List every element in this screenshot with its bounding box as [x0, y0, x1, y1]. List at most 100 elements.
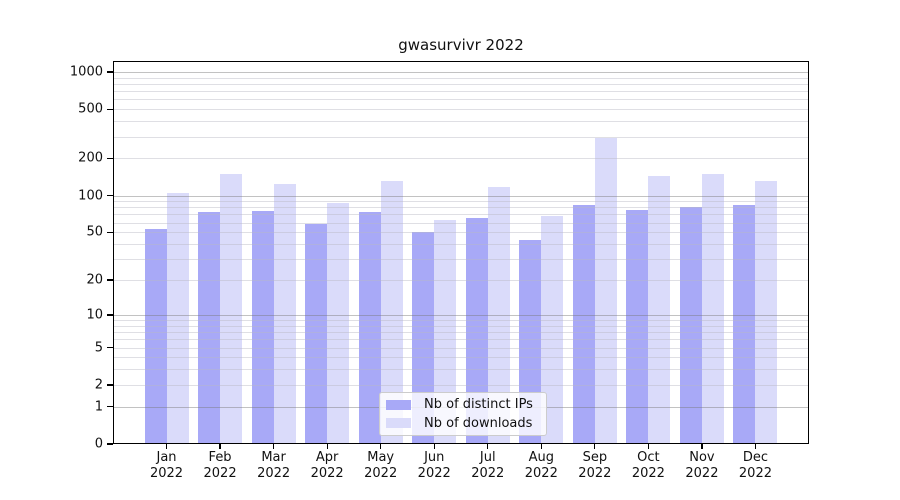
- gridline-major: [113, 72, 809, 73]
- gridline-minor: [113, 121, 809, 123]
- gridline-minor: [113, 109, 809, 111]
- bar-nb-of-downloads-nov: [701, 173, 724, 444]
- gridline-minor: [113, 91, 809, 93]
- gridline-minor: [113, 207, 809, 209]
- bar-nb-of-downloads-jun: [434, 220, 457, 444]
- bar-nb-of-distinct-ips-nov: [679, 207, 702, 444]
- bar-nb-of-downloads-may: [380, 181, 403, 444]
- gridline-major: [113, 314, 809, 316]
- bar-nb-of-distinct-ips-dec: [733, 204, 756, 444]
- gridline-minor: [113, 232, 809, 234]
- bar-nb-of-distinct-ips-jun: [412, 232, 435, 444]
- x-tick-label-aug: Aug 2022: [511, 450, 571, 482]
- chart-title: gwasurvivr 2022: [398, 36, 524, 54]
- y-tick-label: 1: [94, 399, 103, 415]
- x-tick-mark: [380, 444, 382, 449]
- x-tick-mark: [594, 444, 596, 449]
- x-tick-year: 2022: [471, 466, 505, 481]
- gridline-minor: [113, 325, 809, 327]
- legend-swatch-distinct-ips: [386, 399, 411, 410]
- y-tick-mark: [107, 71, 113, 73]
- x-tick-year: 2022: [310, 466, 344, 481]
- x-tick-month: Oct: [637, 450, 660, 465]
- gridline-minor: [113, 84, 809, 85]
- bar-nb-of-distinct-ips-sep: [572, 204, 595, 444]
- x-tick-mark: [165, 444, 168, 449]
- x-tick-mark: [701, 444, 703, 449]
- bar-nb-of-distinct-ips-oct: [626, 210, 649, 444]
- y-tick-mark: [107, 346, 113, 349]
- x-tick-month: Dec: [742, 450, 769, 465]
- bar-nb-of-distinct-ips-jul: [465, 217, 488, 444]
- bar-nb-of-downloads-aug: [541, 216, 564, 444]
- x-tick-label-dec: Dec 2022: [725, 450, 785, 482]
- y-tick-mark: [107, 443, 113, 445]
- x-tick-mark: [272, 444, 275, 449]
- gridline-minor: [113, 99, 809, 101]
- x-tick-year: 2022: [417, 466, 451, 481]
- gridline-minor: [113, 347, 809, 349]
- y-tick-mark: [107, 231, 113, 233]
- x-tick-mark: [219, 444, 221, 449]
- x-tick-mark: [647, 444, 650, 449]
- bar-nb-of-distinct-ips-jan: [144, 229, 167, 444]
- bar-nb-of-distinct-ips-may: [358, 211, 381, 444]
- x-tick-year: 2022: [685, 466, 719, 481]
- x-tick-label-may: May 2022: [351, 450, 411, 482]
- gridline-minor: [113, 357, 809, 359]
- x-tick-label-apr: Apr 2022: [297, 450, 357, 482]
- gridline-minor: [113, 259, 809, 261]
- gridline-minor: [113, 201, 809, 203]
- legend-label-downloads: Nb of downloads: [424, 415, 533, 431]
- legend-row-distinct-ips: Nb of distinct IPs: [386, 396, 538, 414]
- gridline-minor: [113, 320, 809, 322]
- gridline-minor: [113, 332, 809, 334]
- y-tick-mark: [107, 157, 113, 160]
- x-tick-label-sep: Sep 2022: [565, 450, 625, 482]
- gridline-minor: [113, 384, 809, 386]
- x-tick-month: Feb: [208, 450, 232, 465]
- x-tick-year: 2022: [257, 466, 291, 481]
- legend-label-distinct-ips: Nb of distinct IPs: [424, 397, 533, 413]
- gridline-minor: [113, 158, 809, 160]
- y-tick-label: 200: [78, 150, 103, 166]
- y-tick-label: 20: [86, 272, 103, 288]
- x-tick-label-mar: Mar 2022: [244, 450, 304, 482]
- gridline-minor: [113, 339, 809, 341]
- gridline-minor: [113, 280, 809, 282]
- gridline-minor: [113, 244, 809, 246]
- bar-nb-of-downloads-apr: [327, 202, 350, 444]
- bar-nb-of-downloads-feb: [220, 173, 243, 444]
- gridline-major: [113, 195, 809, 197]
- x-tick-year: 2022: [738, 466, 772, 481]
- x-tick-label-jun: Jun 2022: [404, 450, 464, 482]
- y-tick-label: 10: [86, 307, 103, 323]
- x-tick-month: Nov: [689, 450, 715, 465]
- y-tick-mark: [107, 108, 113, 110]
- x-tick-mark: [433, 444, 435, 449]
- y-tick-label: 1000: [69, 64, 103, 80]
- x-tick-mark: [326, 444, 328, 449]
- x-tick-year: 2022: [631, 466, 665, 481]
- y-tick-label: 2: [94, 377, 103, 393]
- legend-swatch-downloads: [386, 418, 411, 429]
- x-tick-year: 2022: [149, 466, 184, 481]
- x-tick-month: Mar: [261, 450, 286, 465]
- gridline-minor: [113, 222, 809, 224]
- y-tick-mark: [107, 279, 113, 281]
- x-tick-year: 2022: [578, 466, 612, 481]
- x-tick-label-jan: Jan 2022: [137, 450, 197, 482]
- bar-nb-of-downloads-sep: [594, 137, 617, 444]
- x-tick-label-feb: Feb 2022: [190, 450, 250, 482]
- bar-nb-of-distinct-ips-feb: [198, 211, 221, 444]
- x-tick-month: Sep: [582, 450, 608, 465]
- x-tick-month: Jun: [424, 450, 445, 465]
- bar-nb-of-distinct-ips-apr: [305, 224, 328, 444]
- y-tick-label: 100: [78, 188, 103, 203]
- bar-nb-of-downloads-mar: [273, 184, 296, 444]
- bar-nb-of-distinct-ips-mar: [251, 210, 274, 444]
- bar-nb-of-downloads-oct: [648, 175, 671, 444]
- x-tick-label-nov: Nov 2022: [672, 450, 732, 482]
- x-tick-year: 2022: [364, 466, 398, 481]
